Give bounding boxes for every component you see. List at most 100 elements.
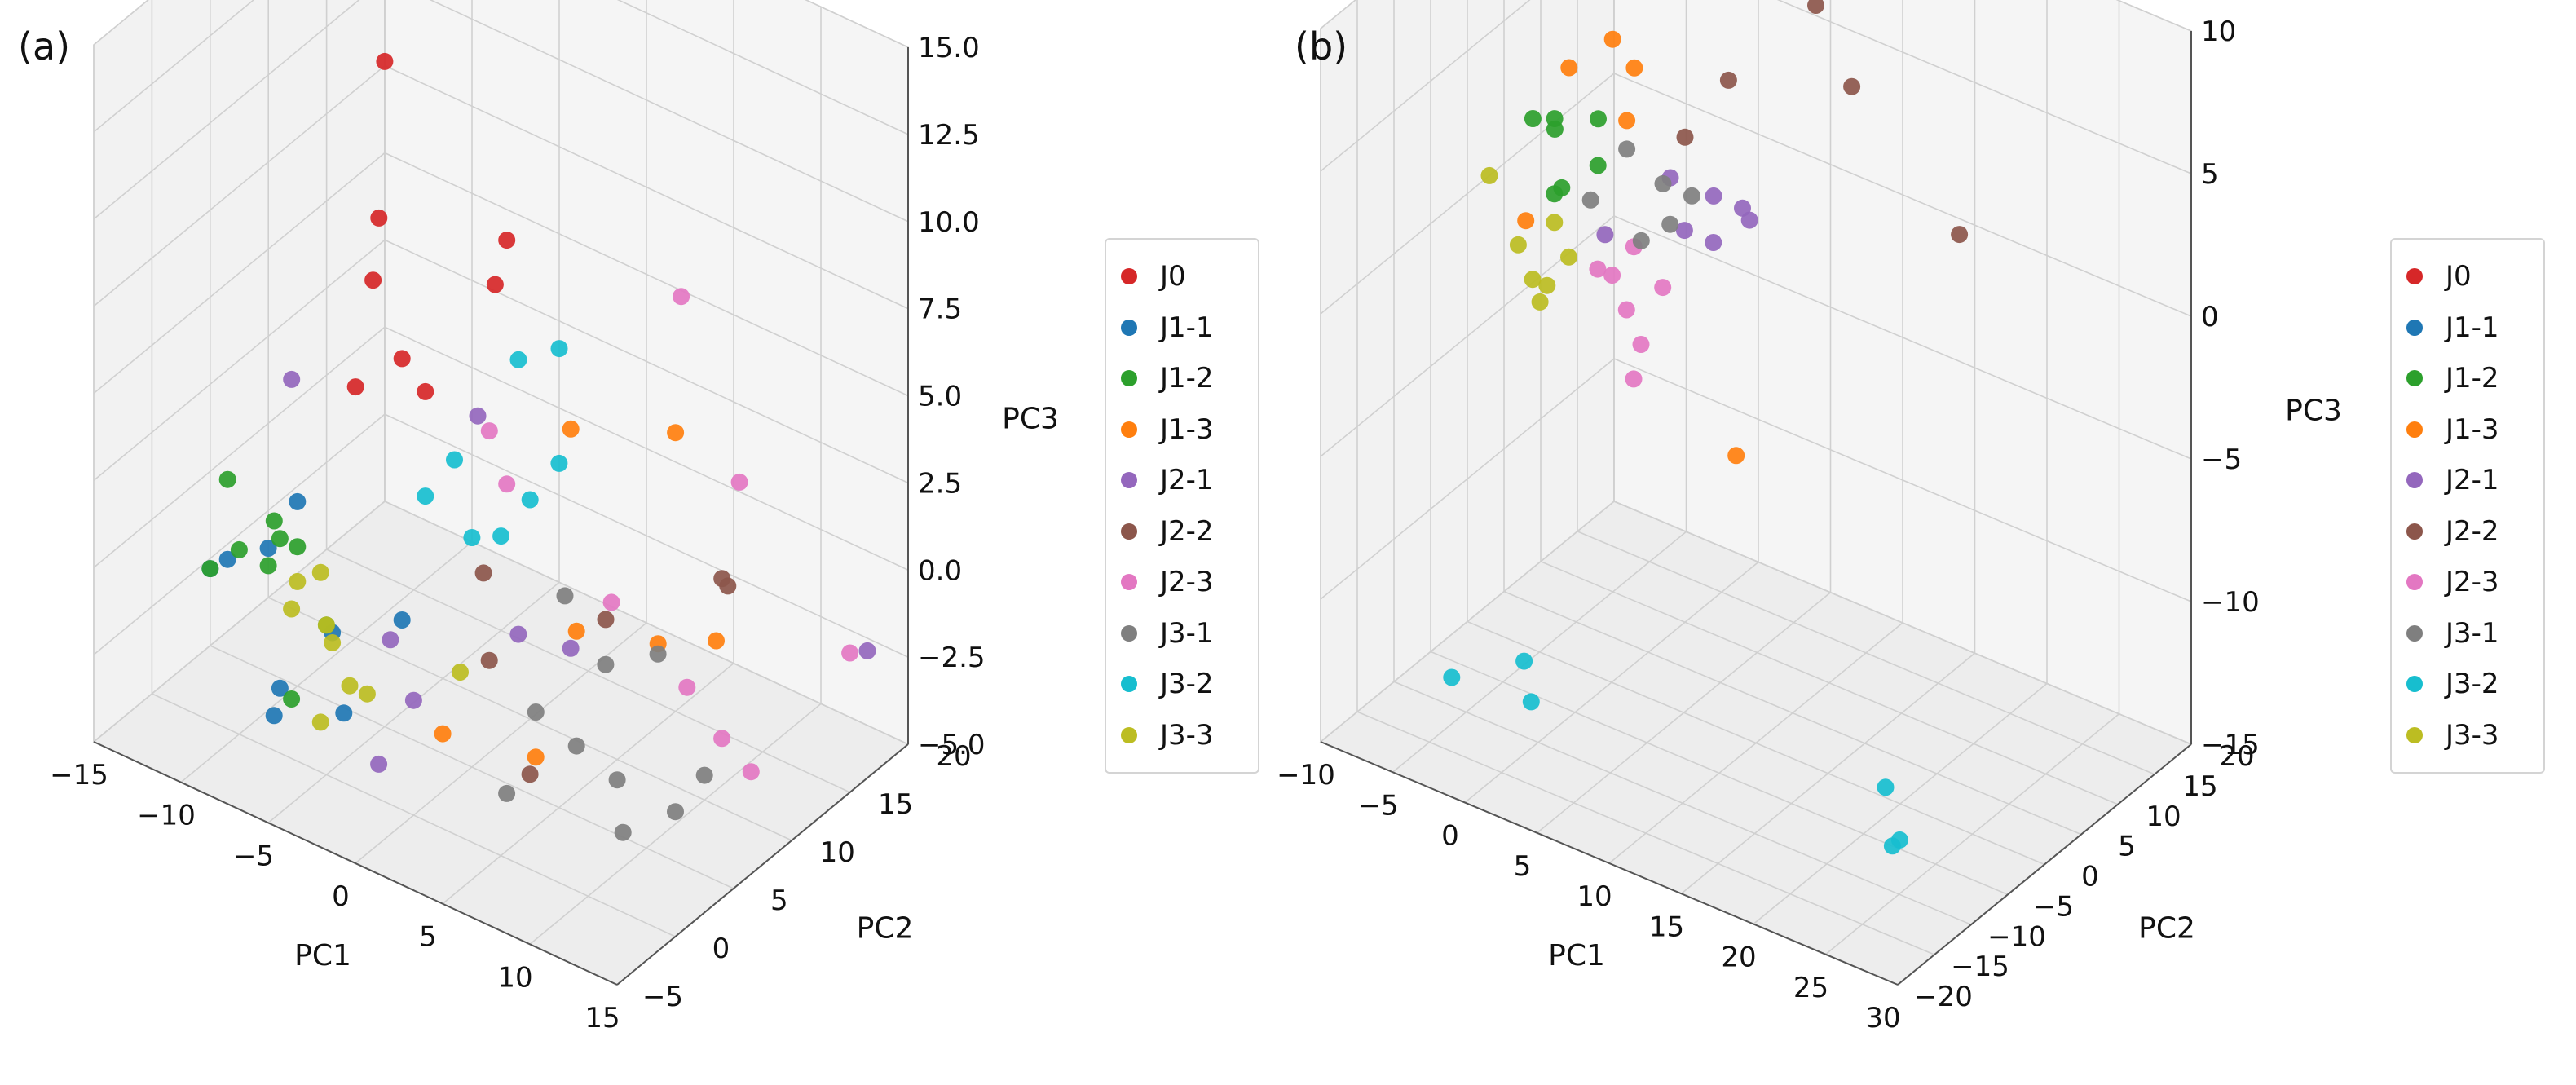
data-point-j1-3 [527, 748, 545, 766]
data-point-j1-3 [1618, 112, 1636, 130]
legend-marker-icon [2406, 726, 2423, 743]
legend-marker-icon [1121, 676, 1137, 693]
chart-panel-a: −15 −10 −5 0 5 10 15 −5 0 5 10 15 20−5.0 −2.5 0.0 2.5 5.… [50, 0, 1059, 1034]
data-point-j0 [364, 271, 382, 289]
data-point-j3-1 [1654, 174, 1672, 192]
legend-item-j3-3: J3-3 [1121, 710, 1238, 761]
data-point-j2-2 [713, 570, 731, 588]
legend-item-j0: J0 [2406, 251, 2524, 302]
y-tick-label: −5 [2033, 890, 2074, 923]
data-point-j2-3 [673, 288, 690, 306]
x-tick-label: 15 [584, 1002, 620, 1034]
data-point-j1-2 [283, 690, 301, 708]
data-point-j2-3 [498, 475, 516, 493]
data-point-j2-3 [742, 763, 760, 781]
data-point-j1-2 [1590, 110, 1607, 128]
z-tick-label: −5 [2201, 443, 2242, 476]
legend-label: J2-3 [2446, 566, 2499, 599]
legend-item-j2-3: J2-3 [1121, 557, 1238, 608]
y-tick-label: 0 [712, 933, 730, 965]
data-point-j3-2 [550, 454, 568, 472]
y-tick-label: 20 [2219, 740, 2254, 773]
data-point-j3-1 [649, 645, 667, 663]
data-point-j3-2 [1883, 837, 1901, 855]
data-point-j0 [370, 209, 388, 227]
legend-marker-icon [2406, 574, 2423, 591]
data-point-j2-2 [474, 564, 492, 582]
x-tick-label: 25 [1793, 972, 1828, 1004]
y-tick-label: 10 [820, 836, 855, 869]
legend-item-j3-1: J3-1 [1121, 608, 1238, 659]
legend-marker-icon [1121, 421, 1137, 438]
data-point-j1-1 [393, 611, 411, 629]
z-tick-label: −15 [2201, 729, 2260, 761]
data-point-j3-3 [317, 616, 335, 634]
data-point-j3-2 [509, 351, 527, 368]
data-point-j1-3 [434, 725, 452, 743]
data-point-j1-3 [562, 420, 580, 438]
legend-item-j1-2: J1-2 [2406, 353, 2524, 404]
x-tick-label: 0 [332, 880, 350, 913]
panel-b-label: (b) [1295, 24, 1348, 68]
data-point-j3-2 [1443, 668, 1461, 686]
z-tick-label: 5 [2201, 158, 2219, 191]
data-point-j2-2 [1807, 0, 1824, 14]
x-tick-label: 30 [1865, 1002, 1900, 1034]
data-point-j1-3 [1517, 212, 1535, 230]
data-point-j2-1 [1675, 222, 1693, 240]
data-point-j2-1 [370, 755, 388, 773]
legend-label: J2-3 [1160, 566, 1214, 599]
data-point-j2-3 [841, 644, 859, 662]
x-tick-label: −10 [1277, 759, 1335, 792]
data-point-j3-2 [521, 491, 539, 509]
data-point-j2-1 [1705, 187, 1722, 205]
legend-label: J1-3 [1160, 412, 1214, 446]
legend-item-j0: J0 [1121, 251, 1238, 302]
data-point-j3-2 [550, 340, 568, 358]
legend-item-j3-3: J3-3 [2406, 710, 2524, 761]
data-point-j1-1 [265, 707, 283, 725]
data-point-j2-3 [1625, 370, 1643, 388]
legend-label: J1-1 [2446, 311, 2499, 344]
data-point-j3-1 [695, 766, 713, 784]
y-tick-label: −15 [1951, 950, 2009, 983]
legend-item-j2-1: J2-1 [2406, 455, 2524, 506]
legend-marker-icon [2406, 472, 2423, 489]
data-point-j2-3 [1603, 267, 1621, 284]
y-axis-label: PC2 [857, 912, 914, 946]
z-tick-label: 10.0 [918, 206, 980, 239]
legend-label: J3-1 [1160, 616, 1214, 650]
data-point-j2-2 [480, 651, 498, 669]
legend-item-j3-1: J3-1 [2406, 608, 2524, 659]
legend-marker-icon [2406, 676, 2423, 693]
data-point-j3-3 [1509, 236, 1527, 254]
z-tick-label: 7.5 [918, 293, 962, 326]
data-point-j2-3 [1589, 260, 1607, 278]
z-tick-label: −10 [2201, 586, 2260, 619]
z-tick-label: 0 [2201, 301, 2219, 333]
data-point-j3-1 [1683, 187, 1700, 205]
data-point-j2-2 [1951, 226, 1969, 244]
data-point-j0 [346, 378, 364, 396]
legend-marker-icon [1121, 319, 1137, 336]
legend-marker-icon [1121, 370, 1137, 387]
data-point-j2-1 [562, 639, 580, 657]
data-point-j2-3 [480, 422, 498, 440]
data-point-j3-1 [556, 587, 574, 605]
data-point-j1-1 [271, 679, 289, 697]
data-point-j2-1 [1740, 211, 1758, 229]
data-point-j2-3 [1632, 336, 1650, 353]
data-point-j0 [376, 52, 394, 70]
legend-marker-icon [2406, 319, 2423, 336]
data-point-j3-2 [446, 451, 463, 469]
data-point-j2-1 [382, 631, 399, 649]
legend-item-j3-2: J3-2 [2406, 659, 2524, 710]
legend-marker-icon [2406, 523, 2423, 540]
data-point-j1-1 [335, 704, 353, 722]
data-point-j2-1 [509, 625, 527, 643]
legend-label: J1-1 [1160, 311, 1214, 344]
data-point-j3-1 [1618, 140, 1636, 158]
z-tick-label: 0.0 [918, 554, 962, 587]
data-point-j1-2 [259, 557, 277, 575]
